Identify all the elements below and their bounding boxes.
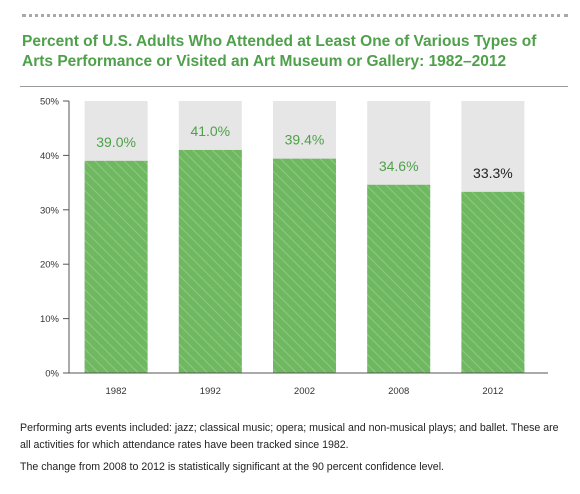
data-label: 33.3% bbox=[473, 165, 513, 181]
chart-frame: 0% 10% 20% 30% 40% 50% 39.0% 1982 41.0% 1992 39.4%… bbox=[20, 86, 568, 405]
x-tick-label: 2002 bbox=[294, 386, 315, 397]
y-tick-label: 30% bbox=[40, 205, 60, 216]
x-tick-label: 1982 bbox=[106, 386, 127, 397]
y-tick-label: 20% bbox=[40, 260, 60, 271]
bar-2002 bbox=[273, 158, 336, 373]
note-included-events: Performing arts events included: jazz; c… bbox=[20, 422, 559, 451]
chart-title: Percent of U.S. Adults Who Attended at L… bbox=[22, 33, 537, 70]
x-tick-label: 2012 bbox=[482, 386, 503, 397]
dotted-divider bbox=[22, 14, 568, 17]
x-tick-label: 2008 bbox=[388, 386, 409, 397]
note-significance: The change from 2008 to 2012 is statisti… bbox=[20, 461, 444, 473]
data-label: 39.0% bbox=[96, 134, 136, 150]
y-tick-label: 40% bbox=[40, 151, 60, 162]
data-label: 39.4% bbox=[285, 132, 325, 148]
bar-2008 bbox=[367, 184, 431, 373]
y-tick-label: 0% bbox=[45, 369, 59, 380]
data-label: 34.6% bbox=[379, 158, 419, 174]
bar-1992 bbox=[178, 149, 242, 373]
y-tick-label: 10% bbox=[40, 314, 60, 325]
bar-1982 bbox=[84, 160, 148, 373]
x-tick-label: 1992 bbox=[200, 386, 221, 397]
bar-2012 bbox=[461, 191, 525, 373]
chart-notes: Performing arts events included: jazz; c… bbox=[20, 420, 568, 482]
y-tick-label: 50% bbox=[40, 97, 60, 108]
bar-chart: 0% 10% 20% 30% 40% 50% 39.0% 1982 41.0% 1992 39.4%… bbox=[40, 97, 548, 397]
data-label: 41.0% bbox=[190, 123, 230, 139]
